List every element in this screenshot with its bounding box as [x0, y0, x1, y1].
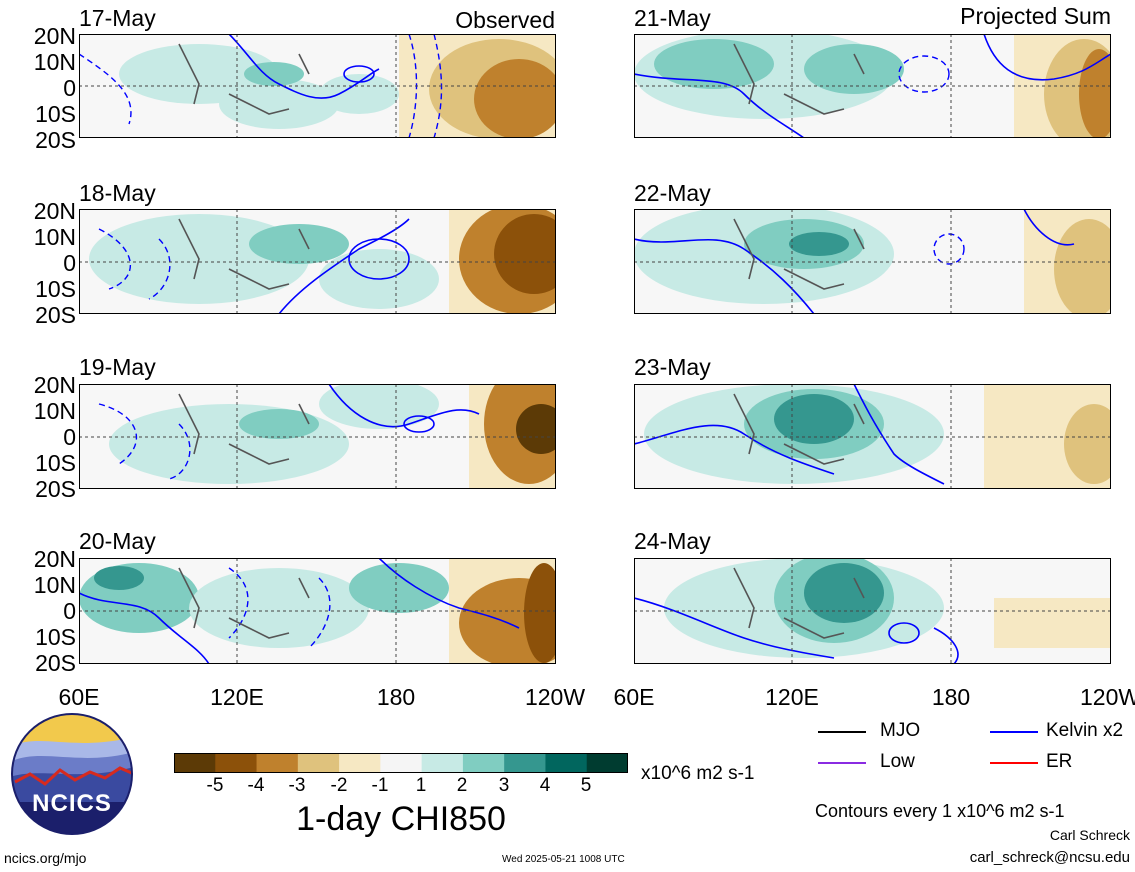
colorbar-swatch [380, 753, 423, 773]
lat-label: 0 [63, 598, 76, 624]
panel-date: 19-May [79, 354, 156, 380]
lat-label: 20S [35, 302, 76, 328]
colorbar-swatch [297, 753, 340, 773]
lat-label: 10S [35, 276, 76, 302]
lon-label: 60E [58, 684, 100, 710]
lat-label: 20N [33, 23, 76, 49]
colorbar-swatches [174, 753, 629, 773]
colorbar-units: x10^6 m2 s-1 [641, 763, 755, 784]
lon-label: 120E [765, 684, 819, 710]
panel-date: 20-May [79, 528, 156, 554]
map-panel [634, 558, 1111, 664]
legend-line-low [818, 762, 866, 764]
colorbar-swatch [215, 753, 258, 773]
colorbar-tick: 2 [456, 775, 468, 796]
map-field [79, 558, 556, 664]
colorbar-swatch [339, 753, 381, 773]
colorbar-swatch [462, 753, 505, 773]
lon-label: 60E [613, 684, 655, 710]
panel-date: 21-May [634, 5, 711, 31]
lat-label: 10N [33, 224, 76, 250]
map-field [634, 558, 1111, 664]
colorbar-border [174, 753, 628, 773]
colorbar-tick: 3 [498, 775, 510, 796]
logo-text: NCICS [32, 790, 112, 817]
lon-label: 120E [210, 684, 264, 710]
lat-label: 20S [35, 650, 76, 676]
lat-label: 0 [63, 75, 76, 101]
map-panel [79, 209, 556, 314]
colorbar-swatch [174, 753, 216, 773]
map-field [79, 34, 556, 138]
colorbar-swatch [545, 753, 588, 773]
colorbar-swatch [586, 753, 629, 773]
lat-label: 10N [33, 398, 76, 424]
panel-date: 18-May [79, 180, 156, 206]
lat-label: 10S [35, 450, 76, 476]
lat-label: 10N [33, 572, 76, 598]
lon-label: 180 [376, 684, 416, 710]
colorbar-tick: -2 [330, 775, 348, 796]
lat-label: 10N [33, 49, 76, 75]
map-field [79, 209, 556, 314]
colorbar [174, 753, 629, 778]
panel-date: 22-May [634, 180, 711, 206]
colorbar-tick: -5 [206, 775, 224, 796]
map-panel [79, 558, 556, 664]
map-field [634, 34, 1111, 138]
lat-label: 20N [33, 198, 76, 224]
map-panel [79, 384, 556, 489]
panel-date: 23-May [634, 354, 711, 380]
lat-label: 0 [63, 424, 76, 450]
map-panel [634, 209, 1111, 314]
author-name: Carl Schreck [1049, 827, 1130, 843]
website-link[interactable]: ncics.org/mjo [4, 850, 87, 866]
lon-label: 120W [524, 684, 586, 710]
map-field [634, 384, 1111, 489]
author-email: carl_schreck@ncsu.edu [969, 849, 1130, 866]
legend-label-low: Low [880, 751, 915, 772]
lat-label: 20N [33, 372, 76, 398]
colorbar-tick: -1 [371, 775, 389, 796]
contour-note: Contours every 1 x10^6 m2 s-1 [815, 801, 1065, 821]
colorbar-tick: -3 [288, 775, 306, 796]
lat-label: 0 [63, 250, 76, 276]
colorbar-title: 1-day CHI850 [296, 800, 506, 838]
colorbar-tick: -4 [247, 775, 265, 796]
legend-label-kelvin: Kelvin x2 [1046, 720, 1124, 741]
lat-label: 20S [35, 476, 76, 502]
ncics-logo: NCICS [10, 712, 134, 836]
logo-icon [11, 713, 133, 835]
projected-header: Projected Sum [960, 3, 1111, 29]
panel-date: 17-May [79, 5, 156, 31]
map-panel [634, 384, 1111, 489]
colorbar-swatch [256, 753, 299, 773]
colorbar-tick: 5 [580, 775, 592, 796]
legend-label-er: ER [1046, 751, 1073, 772]
map-field [79, 384, 556, 489]
legend-label-mjo: MJO [880, 720, 921, 741]
colorbar-tick: 1 [415, 775, 427, 796]
legend-line-er [990, 762, 1038, 764]
lat-label: 20S [35, 127, 76, 153]
legend-line-mjo [818, 731, 866, 733]
colorbar-tick: 4 [539, 775, 551, 796]
lon-label: 180 [931, 684, 971, 710]
legend-line-kelvin [990, 731, 1038, 733]
lat-label: 10S [35, 624, 76, 650]
timestamp: Wed 2025-05-21 1008 UTC [502, 854, 625, 865]
map-panel [79, 34, 556, 138]
lat-label: 20N [33, 546, 76, 572]
map-panel [634, 34, 1111, 138]
lon-label: 120W [1080, 685, 1135, 709]
lat-label: 10S [35, 101, 76, 127]
colorbar-swatch [504, 753, 546, 773]
colorbar-swatch [421, 753, 464, 773]
panel-date: 24-May [634, 528, 711, 554]
map-field [634, 209, 1111, 314]
observed-header: Observed [455, 7, 555, 33]
